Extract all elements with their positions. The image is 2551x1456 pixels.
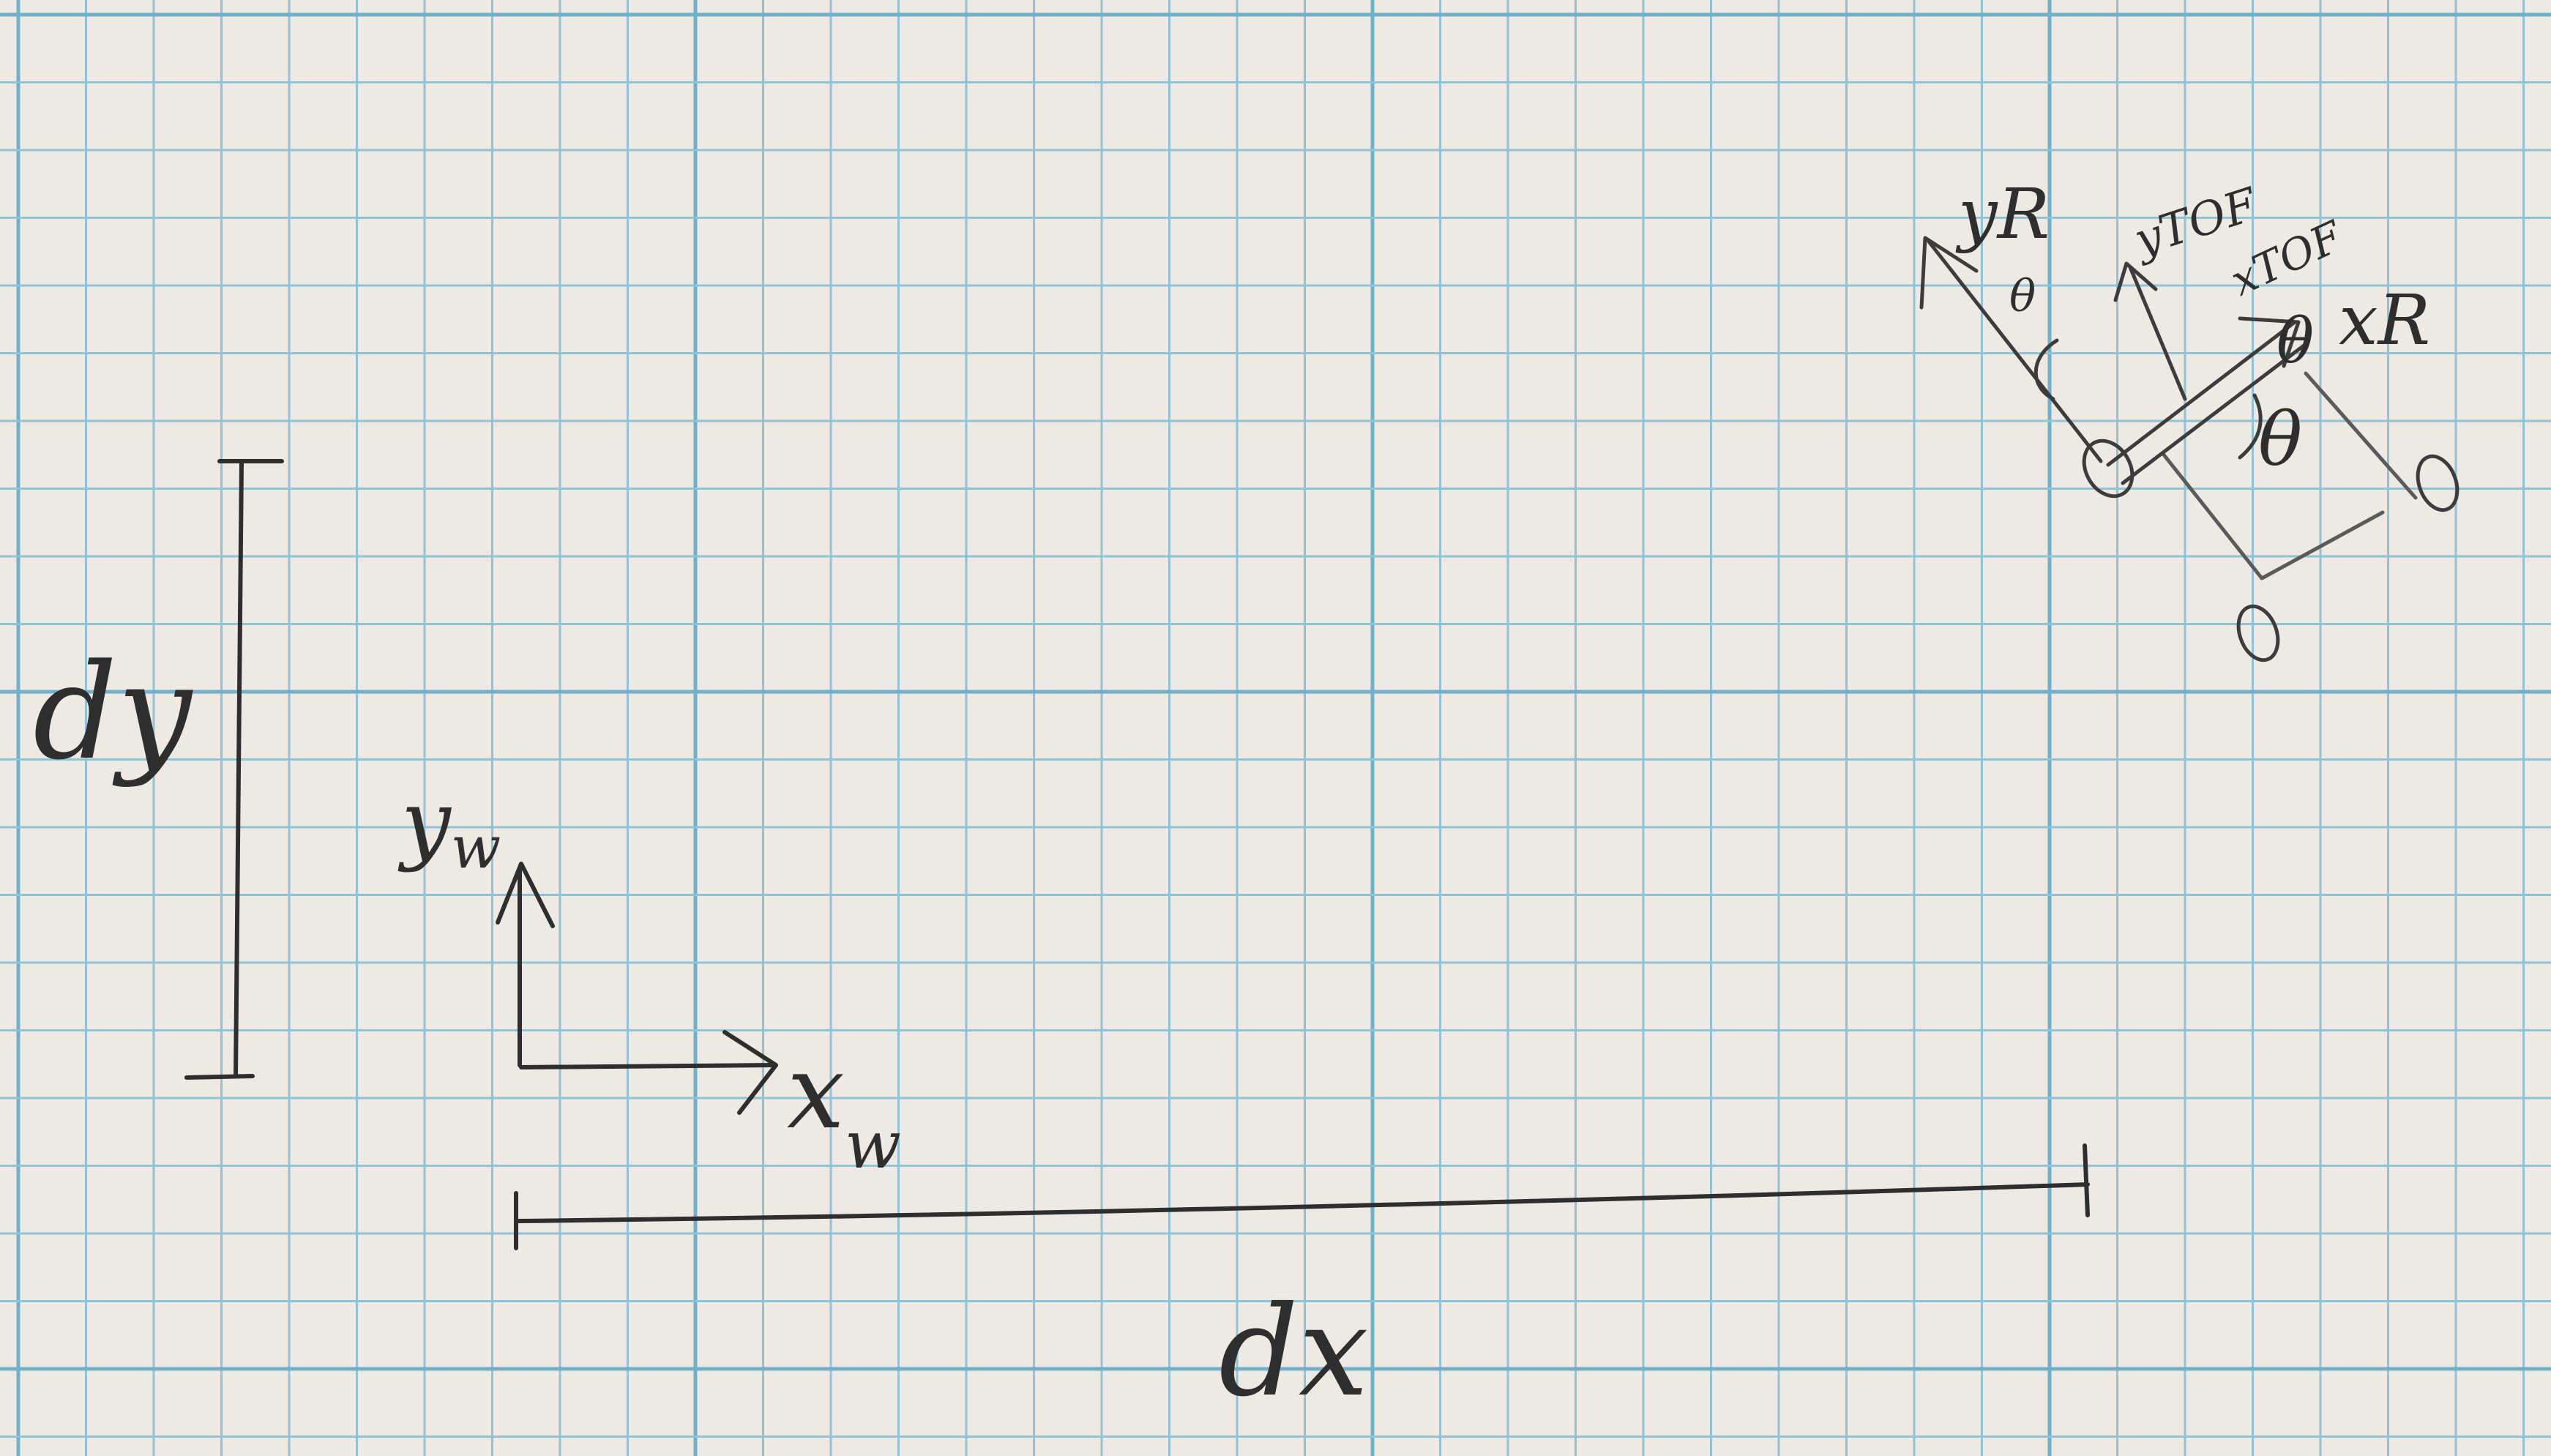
dx-right-tick bbox=[2083, 1143, 2090, 1217]
theta-label-top: θ bbox=[2009, 271, 2036, 322]
dx-line bbox=[516, 1182, 2090, 1223]
xr-axis bbox=[2106, 320, 2297, 467]
robot-chassis-side bbox=[2304, 371, 2418, 500]
yr-axis bbox=[1927, 239, 2103, 463]
theta-label-center: θ bbox=[2258, 397, 2302, 482]
yw-label: yw bbox=[397, 772, 501, 881]
xr-axis-second-line bbox=[2121, 342, 2308, 485]
theta-arc-center bbox=[2238, 393, 2263, 460]
robot-wheel-front-right bbox=[2416, 454, 2460, 512]
xr-label: xR bbox=[2339, 280, 2430, 361]
dy-bottom-tick bbox=[184, 1074, 255, 1080]
theta-arc-left bbox=[2033, 338, 2059, 401]
robot-chassis-lower bbox=[2161, 452, 2385, 580]
ytof-axis bbox=[2128, 265, 2187, 401]
ytof-arrowhead bbox=[2113, 261, 2158, 302]
robot-sketch bbox=[1919, 236, 2460, 662]
theta-label-right: θ bbox=[2277, 305, 2314, 378]
yr-arrowhead bbox=[1919, 236, 1979, 310]
dy-line bbox=[234, 460, 244, 1078]
xw-label: xw bbox=[787, 1033, 901, 1184]
robot-wheel-rear-left bbox=[2082, 438, 2134, 499]
dx-dimension-line bbox=[514, 1143, 2090, 1250]
xr-arrowhead bbox=[2238, 316, 2301, 368]
xw-axis bbox=[519, 1063, 774, 1069]
dx-label: dx bbox=[1219, 1280, 1369, 1425]
world-frame-axes bbox=[496, 862, 778, 1115]
xw-arrowhead bbox=[722, 1030, 778, 1115]
yr-label: yR bbox=[1955, 174, 2050, 255]
dy-dimension-line bbox=[184, 459, 284, 1080]
robot-wheel-rear-right bbox=[2236, 604, 2280, 662]
dy-label: dy bbox=[33, 636, 193, 789]
yw-arrowhead bbox=[496, 862, 555, 928]
